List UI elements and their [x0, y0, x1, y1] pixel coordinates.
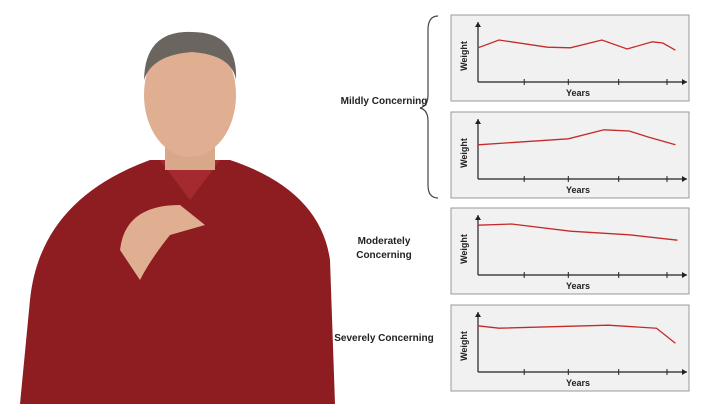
chart-frame: [450, 207, 690, 295]
data-line: [477, 129, 676, 146]
chart-frame: [450, 111, 690, 199]
mini-chart: Years Weight: [450, 304, 690, 392]
group-label: Mildly Concerning: [340, 96, 428, 107]
x-arrow: [682, 272, 687, 278]
y-arrow: [475, 312, 481, 317]
x-arrow: [682, 369, 687, 375]
group-label: Severely Concerning: [334, 333, 434, 344]
y-axis-label: Weight: [459, 138, 469, 168]
mini-chart: Years Weight: [450, 111, 690, 199]
y-axis-label: Weight: [459, 331, 469, 361]
x-arrow: [682, 176, 687, 182]
chart-frame: [450, 14, 690, 102]
y-arrow: [475, 22, 481, 27]
presenter: [20, 31, 335, 404]
x-axis-label: Years: [566, 185, 590, 195]
y-arrow: [475, 119, 481, 124]
x-axis-label: Years: [566, 281, 590, 291]
y-axis-label: Weight: [459, 234, 469, 264]
mini-chart: Years Weight: [450, 14, 690, 102]
chart-frame: [450, 304, 690, 392]
x-axis-label: Years: [566, 88, 590, 98]
hand: [120, 205, 205, 280]
group-label: Moderately Concerning: [356, 236, 412, 261]
brace: [419, 15, 439, 199]
data-line: [477, 223, 678, 241]
x-arrow: [682, 79, 687, 85]
mini-chart: Years Weight: [450, 207, 690, 295]
y-arrow: [475, 215, 481, 220]
x-axis-label: Years: [566, 378, 590, 388]
hair: [144, 31, 237, 80]
y-axis-label: Weight: [459, 41, 469, 71]
brace-line: [419, 15, 439, 199]
data-line: [477, 39, 676, 51]
charts: Years Weight Years Weight Years Weight Years We…: [450, 14, 690, 392]
face: [144, 33, 236, 157]
shirt: [20, 160, 335, 404]
data-line: [477, 324, 676, 344]
